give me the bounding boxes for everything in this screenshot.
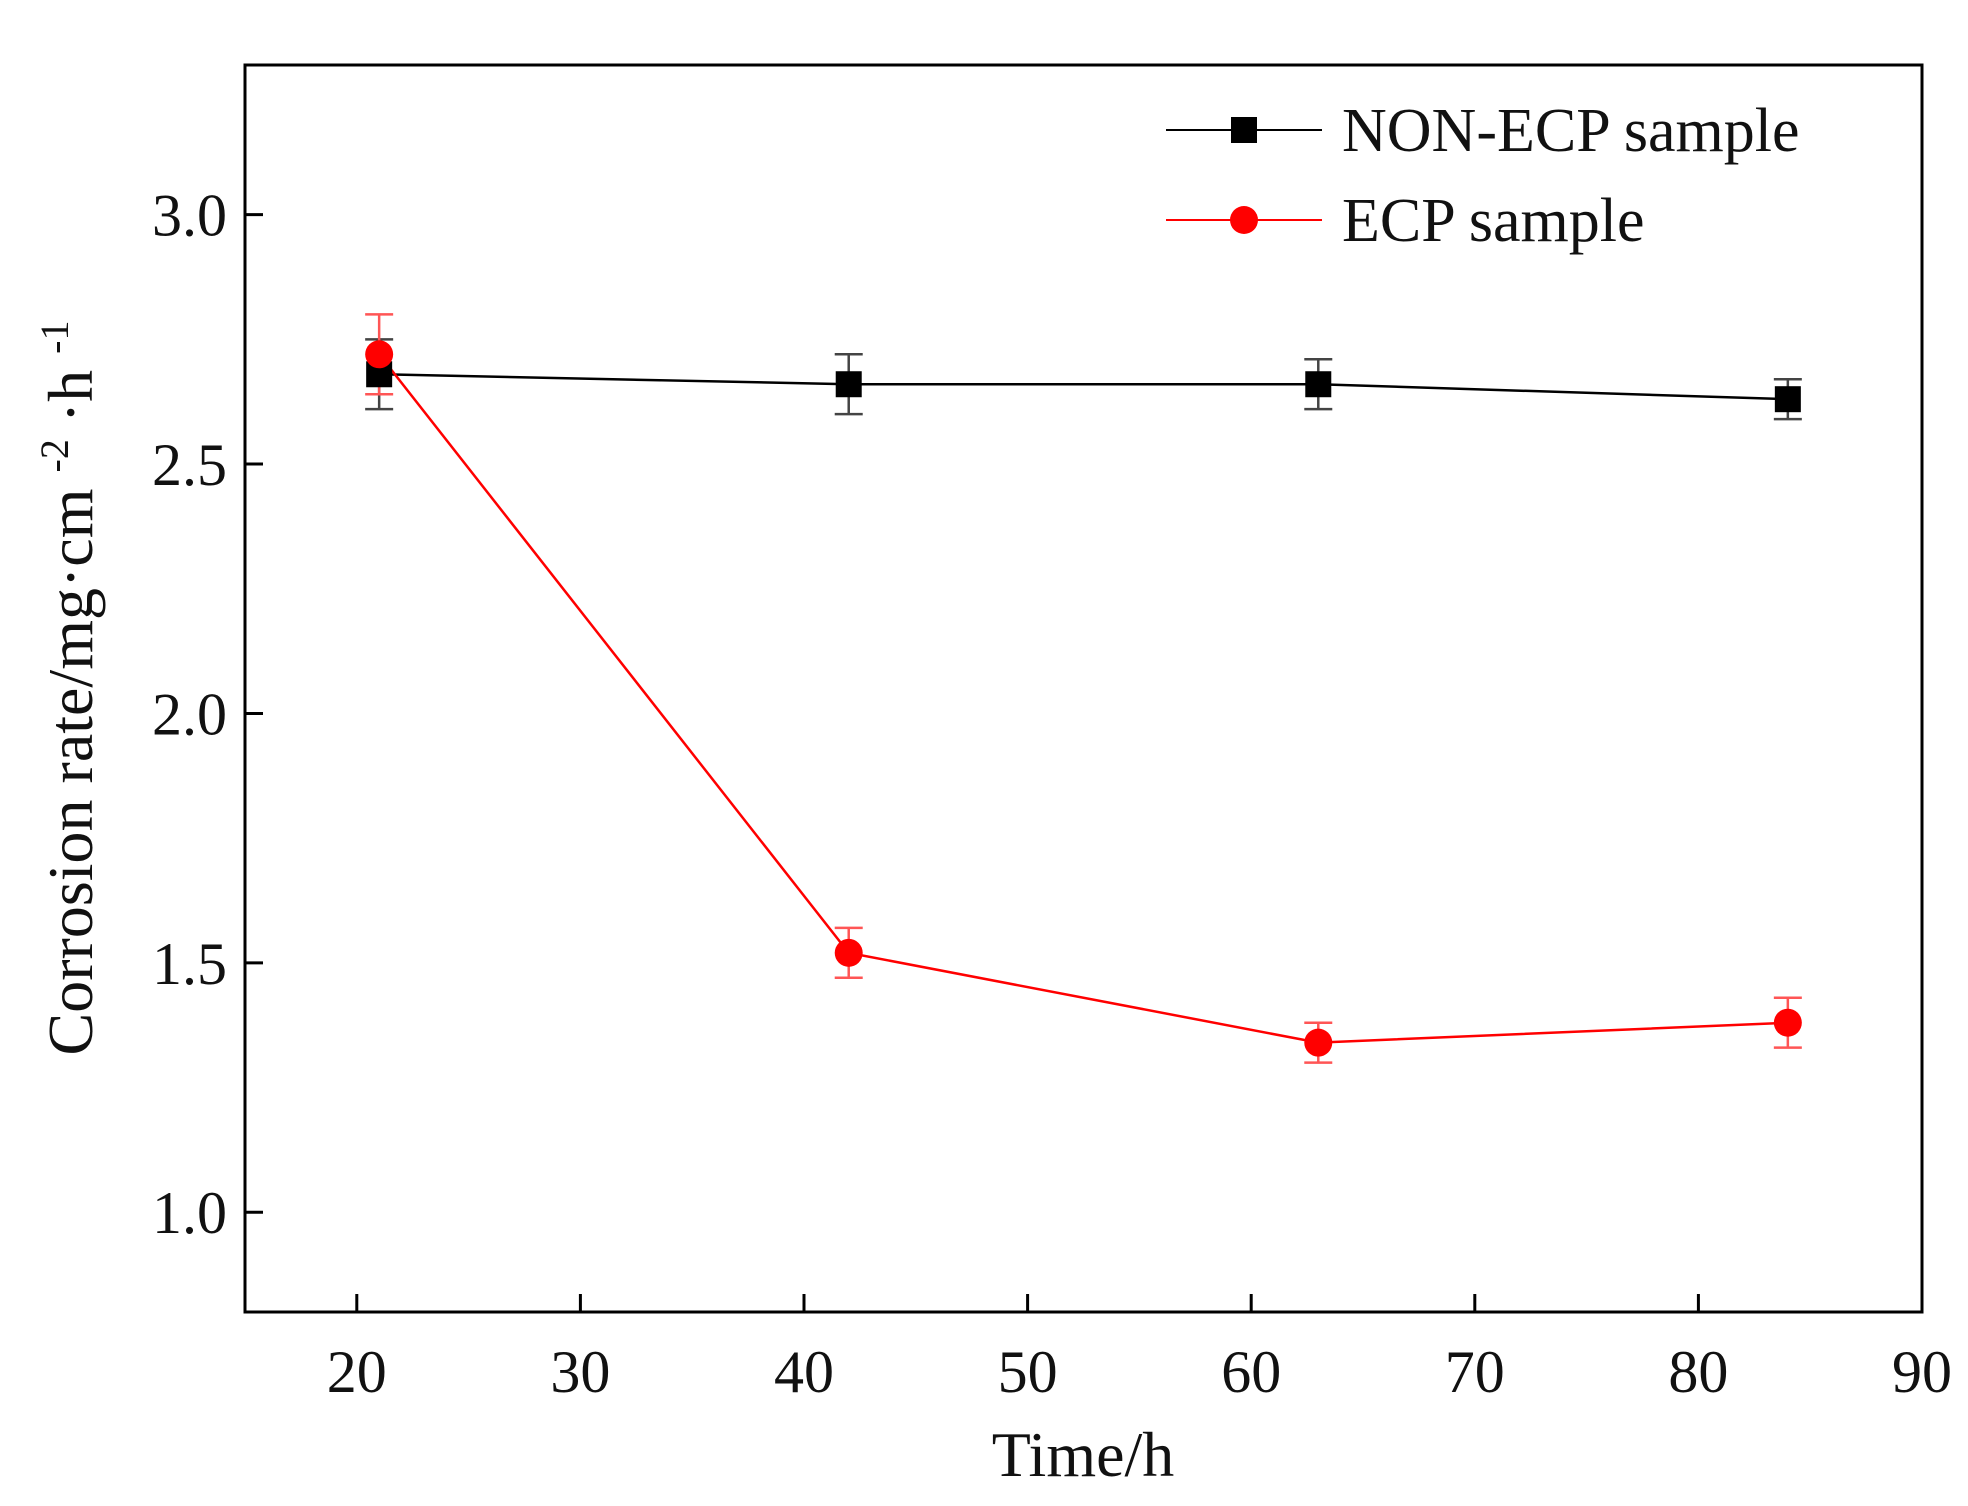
y-tick-label: 1.5: [152, 931, 227, 997]
data-point-non-ecp: [1774, 386, 1801, 413]
y-axis-title-exp1: -2: [32, 439, 77, 472]
data-point-non-ecp: [1305, 371, 1332, 398]
legend-marker-ecp: [1230, 206, 1258, 234]
x-tick-label: 70: [1445, 1339, 1505, 1405]
y-axis-title-main: Corrosion rate/mg·cm: [35, 489, 106, 1056]
data-point-ecp: [1773, 1008, 1802, 1037]
x-tick-label: 50: [998, 1339, 1058, 1405]
x-tick-label: 80: [1668, 1339, 1728, 1405]
plot-markers: [365, 340, 1802, 1057]
x-ticks: 20 30 40 50 60 70 80 90: [327, 1294, 1952, 1405]
legend-label-ecp: ECP sample: [1342, 187, 1645, 255]
plot-frame: [243, 63, 1924, 1314]
x-tick-label: 40: [774, 1339, 834, 1405]
y-ticks: 1.0 1.5 2.0 2.5 3.0: [152, 183, 263, 1246]
y-axis-title-exp2: -1: [32, 321, 77, 354]
legend: NON-ECP sample ECP sample: [1166, 97, 1800, 255]
y-tick-label: 3.0: [152, 183, 227, 249]
series-line-non-ecp: [379, 373, 1788, 401]
x-tick-label: 30: [550, 1339, 610, 1405]
data-point-non-ecp: [835, 371, 862, 398]
series-line-ecp: [378, 353, 1788, 1044]
x-tick-label: 90: [1892, 1339, 1952, 1405]
legend-marker-non-ecp: [1231, 117, 1257, 143]
y-axis-title-mid: ·h: [35, 370, 106, 423]
y-tick-label: 1.0: [152, 1180, 227, 1246]
y-tick-label: 2.0: [152, 681, 227, 747]
data-point-ecp: [834, 938, 863, 967]
y-tick-label: 2.5: [152, 432, 227, 498]
x-tick-label: 60: [1221, 1339, 1281, 1405]
legend-label-non-ecp: NON-ECP sample: [1342, 97, 1800, 165]
data-point-ecp: [1304, 1028, 1333, 1057]
plot-lines: [378, 353, 1788, 1044]
data-point-ecp: [365, 340, 394, 369]
x-tick-label: 20: [327, 1339, 387, 1405]
y-axis-title: Corrosion rate/mg·cm -2 ·h -1: [11, 321, 106, 1056]
x-axis-title: Time/h: [992, 1419, 1175, 1490]
